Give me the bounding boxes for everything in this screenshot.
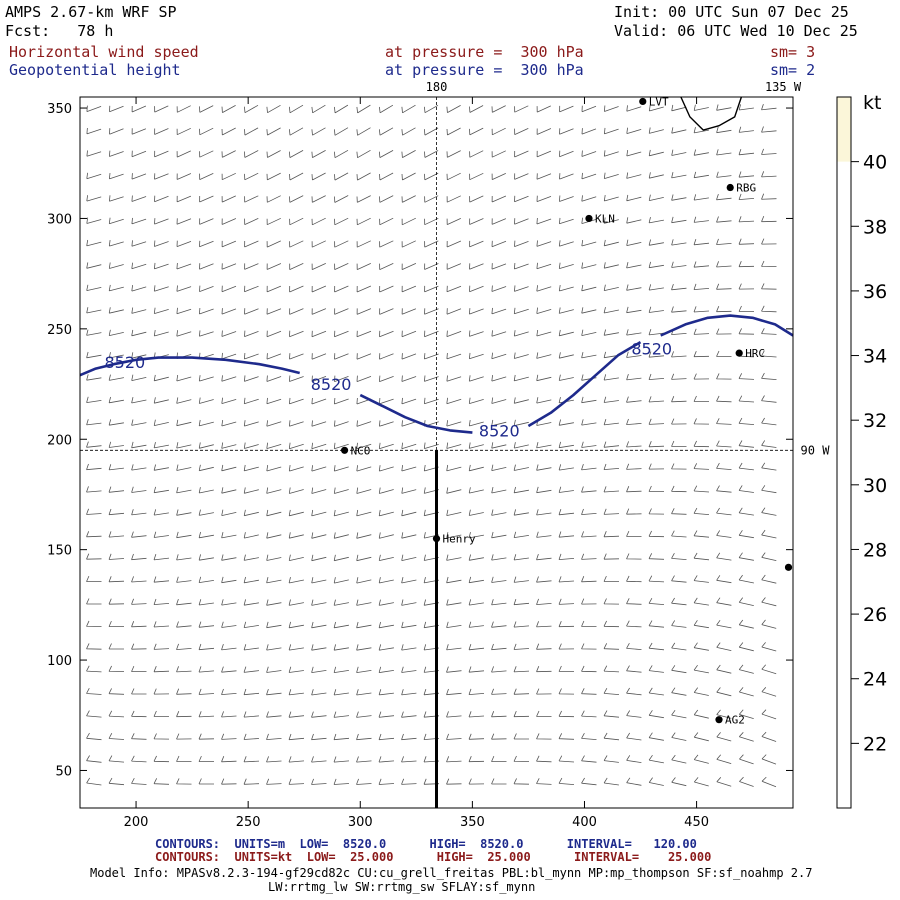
y-tick-label: 50 bbox=[55, 764, 72, 779]
field2-name: Geopotential height bbox=[9, 61, 181, 79]
forecast-hour: Fcst: 78 h bbox=[5, 22, 114, 40]
contour-line bbox=[79, 356, 301, 377]
coastline bbox=[680, 96, 743, 131]
x-tick-label: 200 bbox=[124, 815, 149, 830]
contour-info-wind: CONTOURS: UNITS=kt LOW= 25.000 HIGH= 25.… bbox=[155, 850, 712, 864]
station-label: Henry bbox=[443, 533, 476, 546]
colorbar-tick-label: 34 bbox=[863, 346, 887, 368]
meridian-180-label: 180 bbox=[426, 80, 448, 94]
colorbar-tick-label: 36 bbox=[863, 281, 887, 303]
station-label: LVT bbox=[649, 95, 669, 108]
field1-smoothing: sm= 3 bbox=[770, 43, 816, 61]
station-label: RBG bbox=[736, 182, 756, 195]
station-dot bbox=[715, 716, 723, 724]
colorbar-frame bbox=[836, 96, 852, 809]
contour-line bbox=[527, 340, 642, 428]
colorbar-tick-label: 30 bbox=[863, 475, 887, 497]
meridian-135w-label: 135 W bbox=[765, 80, 802, 94]
colorbar-tick-label: 24 bbox=[863, 669, 887, 691]
colorbar-tick-label: 28 bbox=[863, 539, 887, 561]
contour-info-height: CONTOURS: UNITS=m LOW= 8520.0 HIGH= 8520… bbox=[155, 837, 697, 851]
station-dot bbox=[340, 446, 349, 454]
wind-barb-field bbox=[86, 103, 777, 788]
station-dot bbox=[784, 563, 793, 571]
field1-level: at pressure = 300 hPa bbox=[385, 43, 584, 61]
y-tick-label: 300 bbox=[47, 212, 72, 227]
field1-name: Horizontal wind speed bbox=[9, 43, 199, 61]
station-dot bbox=[585, 214, 593, 223]
y-tick-label: 150 bbox=[47, 544, 72, 559]
station-label: NCO bbox=[351, 444, 371, 457]
geopotential-contours: 8520 8520 8520 8520 bbox=[79, 314, 794, 440]
x-tick-label: 450 bbox=[684, 815, 709, 830]
colorbar-tick-label: 26 bbox=[863, 604, 887, 626]
model-info-line2: LW:rrtmg_lw SW:rrtmg_sw SFLAY:sf_mynn bbox=[268, 880, 536, 894]
field2-smoothing: sm= 2 bbox=[770, 61, 816, 79]
colorbar-tick-label: 22 bbox=[863, 733, 887, 755]
colorbar: 22 24 26 28 30 32 34 36 38 40 kt bbox=[836, 92, 887, 809]
colorbar-fill bbox=[837, 97, 851, 162]
station-label: HRC bbox=[745, 347, 765, 360]
station-dot bbox=[735, 349, 743, 357]
init-time: Init: 00 UTC Sun 07 Dec 25 bbox=[614, 3, 849, 21]
colorbar-unit-label: kt bbox=[863, 92, 881, 114]
x-tick-label: 400 bbox=[572, 815, 597, 830]
contour-line bbox=[660, 314, 794, 337]
axes: 200 250 300 350 400 450 50 100 150 200 250 300 350 bbox=[47, 97, 793, 830]
y-tick-label: 200 bbox=[47, 433, 72, 448]
contour-label: 8520 bbox=[479, 421, 520, 440]
coastline-segment bbox=[680, 96, 743, 131]
contour-label: 8520 bbox=[631, 340, 672, 359]
model-info-line1: Model Info: MPASv8.2.3-194-gf29cd82c CU:… bbox=[90, 866, 813, 880]
valid-time: Valid: 06 UTC Wed 10 Dec 25 bbox=[614, 22, 858, 40]
contour-label: 8520 bbox=[311, 375, 352, 394]
plot-frame bbox=[79, 96, 794, 809]
station-label: AG2 bbox=[725, 714, 745, 727]
model-title: AMPS 2.67-km WRF SP bbox=[5, 3, 177, 21]
station-dot bbox=[432, 535, 441, 543]
parallel-90w-label: 90 W bbox=[801, 443, 831, 457]
station-label: KLN bbox=[595, 212, 615, 225]
contour-label: 8520 bbox=[104, 353, 145, 372]
x-tick-label: 350 bbox=[460, 815, 485, 830]
x-tick-label: 300 bbox=[348, 815, 373, 830]
y-tick-label: 250 bbox=[47, 323, 72, 338]
x-tick-label: 250 bbox=[236, 815, 261, 830]
station-dot bbox=[726, 183, 734, 192]
station-dot bbox=[639, 97, 647, 106]
colorbar-tick-label: 40 bbox=[863, 152, 887, 174]
colorbar-tick-label: 38 bbox=[863, 216, 887, 238]
station-markers: LVT RBG KLN HRC NCO Henry AG2 bbox=[340, 95, 793, 727]
field2-level: at pressure = 300 hPa bbox=[385, 61, 584, 79]
contour-line bbox=[359, 393, 473, 434]
colorbar-tick-label: 32 bbox=[863, 410, 887, 432]
wind-barbs bbox=[86, 103, 777, 788]
y-tick-label: 350 bbox=[47, 102, 72, 117]
y-tick-label: 100 bbox=[47, 654, 72, 669]
